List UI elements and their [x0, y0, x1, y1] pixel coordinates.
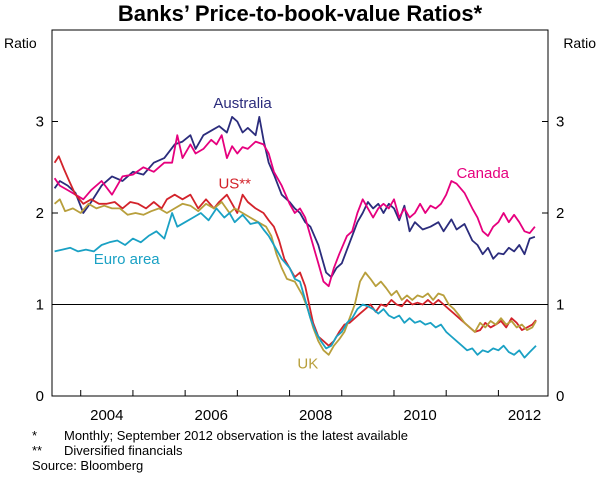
plot-frame: [51, 29, 549, 397]
y-tick-label-left: 2: [36, 205, 44, 222]
chart-title: Banks’ Price-to-book-value Ratios*: [117, 1, 483, 26]
series-label: Canada: [456, 165, 509, 182]
y-axis-label-left: Ratio: [4, 35, 37, 51]
y-tick-label-right: 3: [556, 114, 564, 131]
x-tick-label: 2006: [195, 407, 228, 424]
y-tick-label-left: 1: [36, 297, 44, 314]
y-tick-label-left: 3: [36, 114, 44, 131]
y-tick-label-right: 0: [556, 388, 564, 405]
series-line-canada: [53, 134, 536, 288]
series-label: US**: [218, 175, 251, 192]
y-tick-label-left: 0: [36, 388, 44, 405]
x-tick-label: 2008: [299, 407, 332, 424]
series-label: Euro area: [94, 251, 161, 268]
footnote-1: * Monthly; September 2012 observation is…: [32, 428, 408, 443]
y-tick-label-right: 1: [556, 297, 564, 314]
series-layer: [53, 116, 537, 359]
series-label: UK: [297, 356, 318, 373]
y-axis-label-right: Ratio: [563, 35, 596, 51]
x-tick-label: 2004: [90, 407, 123, 424]
label-layer: 0 0 1 1 2 2 3 3 2004 2006 2008 2010 2012 Australia Can…: [36, 95, 565, 424]
footnotes: * Monthly; September 2012 observation is…: [32, 428, 408, 473]
y-tick-label-right: 2: [556, 205, 564, 222]
source-note: Source: Bloomberg: [32, 458, 144, 473]
footnote-text: Diversified financials: [64, 443, 183, 458]
series-line-uk: [54, 198, 537, 356]
footnote-text: Monthly; September 2012 observation is t…: [64, 428, 408, 443]
footnote-mark: **: [32, 443, 43, 458]
footnote-2: ** Diversified financials: [32, 443, 408, 458]
series-line-australia: [53, 116, 536, 278]
x-tick-label: 2012: [508, 407, 541, 424]
footnote-mark: *: [32, 428, 38, 443]
series-line-euro-area: [54, 207, 537, 359]
series-label: Australia: [213, 95, 272, 112]
x-tick-label: 2010: [403, 407, 436, 424]
